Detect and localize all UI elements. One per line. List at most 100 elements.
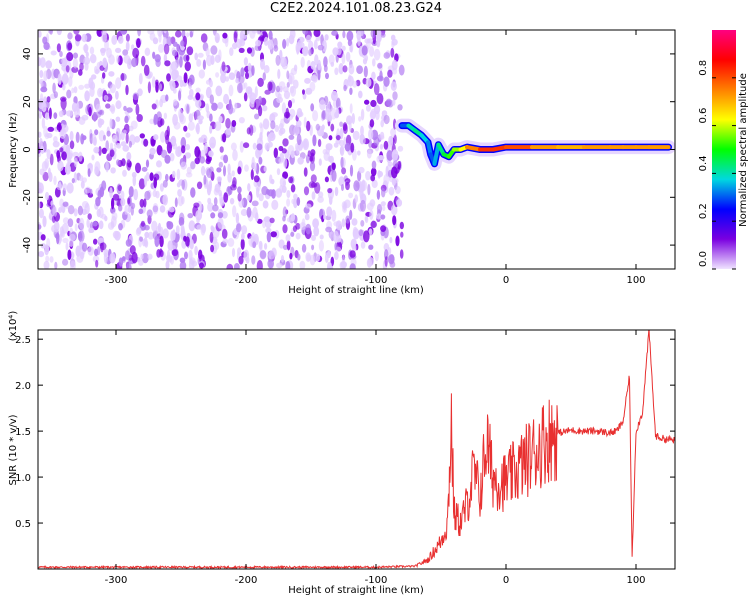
noise-speckle (140, 55, 146, 67)
noise-speckle (383, 114, 390, 125)
noise-speckle (177, 195, 184, 207)
noise-speckle (301, 243, 307, 253)
noise-speckle (202, 59, 206, 70)
noise-speckle (215, 85, 223, 97)
noise-speckle (227, 237, 235, 247)
noise-speckle (377, 134, 385, 140)
noise-speckle (396, 199, 403, 207)
colorbar-ticks: 0.0 0.2 0.4 0.6 0.8 (698, 60, 736, 270)
noise-speckle (282, 206, 288, 218)
noise-speckle (43, 42, 50, 50)
noise-speckle (230, 184, 237, 191)
noise-speckle (94, 129, 99, 136)
noise-speckle (286, 240, 291, 251)
noise-speckle (392, 215, 397, 226)
noise-speckle (323, 151, 331, 161)
noise-speckle (73, 96, 78, 105)
noise-speckle (84, 90, 90, 102)
noise-speckle (222, 32, 228, 39)
noise-speckle (324, 252, 329, 263)
noise-speckle (333, 142, 339, 148)
noise-speckle (333, 230, 339, 243)
noise-speckle (41, 101, 47, 113)
noise-speckle (317, 139, 322, 147)
noise-speckle (365, 104, 371, 112)
noise-speckle (62, 83, 66, 91)
noise-speckle (286, 81, 290, 88)
x-tick-label: -300 (105, 275, 128, 286)
noise-speckle (136, 227, 142, 235)
noise-speckle (179, 261, 187, 269)
noise-speckle (277, 68, 281, 80)
noise-speckle (71, 87, 75, 94)
noise-speckle (240, 238, 245, 250)
noise-speckle (231, 247, 236, 258)
noise-speckle (262, 219, 266, 229)
noise-speckle (373, 83, 380, 96)
noise-speckle (172, 142, 178, 150)
noise-speckle (223, 93, 230, 105)
noise-speckle (330, 107, 337, 120)
noise-speckle (303, 116, 307, 128)
noise-speckle (164, 60, 171, 67)
noise-speckle (251, 30, 258, 34)
noise-speckle (158, 83, 163, 91)
noise-speckle (66, 110, 73, 117)
noise-speckle (111, 211, 118, 221)
noise-speckle (300, 56, 305, 68)
noise-speckle (376, 189, 381, 200)
noise-speckle (334, 251, 339, 260)
noise-speckle (174, 197, 178, 208)
noise-speckle (59, 147, 64, 153)
noise-speckle (375, 110, 380, 121)
noise-speckle (323, 56, 328, 68)
noise-speckle (373, 48, 381, 61)
noise-speckle (87, 246, 94, 256)
noise-speckle (392, 91, 398, 101)
noise-speckle (267, 141, 273, 148)
y-tick-label: 0.5 (15, 519, 31, 530)
noise-speckle (99, 109, 105, 116)
noise-speckle (308, 48, 313, 57)
noise-speckle (362, 136, 366, 145)
noise-speckle (303, 46, 309, 53)
noise-speckle (52, 141, 60, 148)
noise-speckle (376, 75, 384, 82)
noise-speckle (176, 168, 181, 181)
noise-speckle (205, 79, 211, 85)
noise-speckle (255, 40, 262, 47)
noise-speckle (178, 90, 182, 101)
noise-speckle (240, 67, 245, 77)
noise-speckle (189, 31, 193, 38)
noise-speckle (371, 179, 378, 189)
noise-speckle (41, 161, 49, 172)
noise-speckle (211, 102, 218, 112)
noise-speckle (66, 182, 74, 194)
noise-speckle (312, 110, 319, 122)
noise-speckle (162, 228, 169, 239)
noise-speckle (383, 140, 389, 150)
noise-speckle (349, 263, 356, 269)
noise-speckle (158, 31, 162, 43)
noise-speckle (151, 103, 157, 110)
noise-speckle (139, 133, 145, 139)
noise-speckle (219, 146, 224, 153)
noise-speckle (46, 149, 51, 160)
noise-speckle (286, 217, 293, 223)
noise-speckle (218, 161, 224, 168)
noise-speckle (223, 154, 229, 164)
noise-speckle (237, 166, 242, 175)
noise-speckle (216, 176, 222, 183)
noise-speckle (184, 152, 192, 159)
noise-speckle (125, 84, 129, 96)
noise-speckle (288, 75, 293, 85)
noise-speckle (118, 204, 123, 212)
noise-speckle (379, 143, 384, 150)
noise-speckle (278, 157, 284, 164)
noise-speckle (251, 255, 256, 265)
noise-speckle (273, 37, 278, 49)
noise-speckle (172, 229, 176, 241)
noise-speckle (141, 166, 148, 172)
noise-speckle (207, 202, 214, 212)
